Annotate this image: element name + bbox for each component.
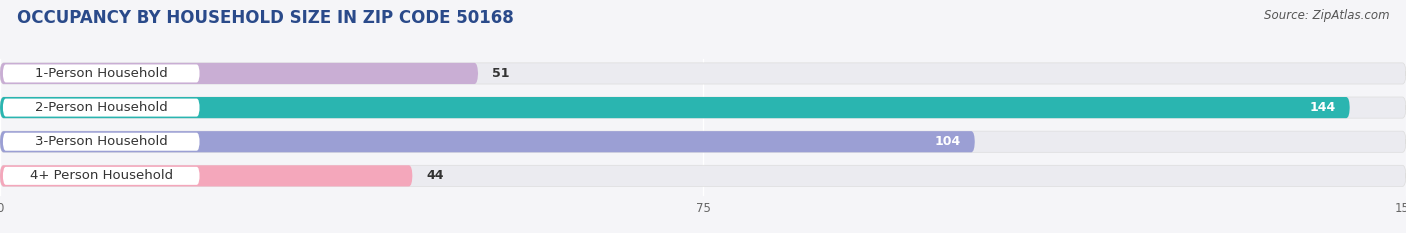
FancyBboxPatch shape: [0, 63, 1406, 84]
Text: 44: 44: [426, 169, 444, 182]
Text: 144: 144: [1309, 101, 1336, 114]
FancyBboxPatch shape: [0, 131, 974, 152]
Text: 1-Person Household: 1-Person Household: [35, 67, 167, 80]
FancyBboxPatch shape: [0, 131, 1406, 152]
FancyBboxPatch shape: [0, 63, 478, 84]
Text: 2-Person Household: 2-Person Household: [35, 101, 167, 114]
FancyBboxPatch shape: [0, 165, 1406, 186]
FancyBboxPatch shape: [3, 167, 200, 185]
FancyBboxPatch shape: [3, 65, 200, 82]
Text: 51: 51: [492, 67, 509, 80]
FancyBboxPatch shape: [3, 133, 200, 151]
FancyBboxPatch shape: [0, 165, 412, 186]
FancyBboxPatch shape: [0, 97, 1406, 118]
Text: OCCUPANCY BY HOUSEHOLD SIZE IN ZIP CODE 50168: OCCUPANCY BY HOUSEHOLD SIZE IN ZIP CODE …: [17, 9, 513, 27]
Text: 4+ Person Household: 4+ Person Household: [30, 169, 173, 182]
Text: 3-Person Household: 3-Person Household: [35, 135, 167, 148]
FancyBboxPatch shape: [3, 99, 200, 116]
Text: Source: ZipAtlas.com: Source: ZipAtlas.com: [1264, 9, 1389, 22]
Text: 104: 104: [935, 135, 960, 148]
FancyBboxPatch shape: [0, 97, 1350, 118]
